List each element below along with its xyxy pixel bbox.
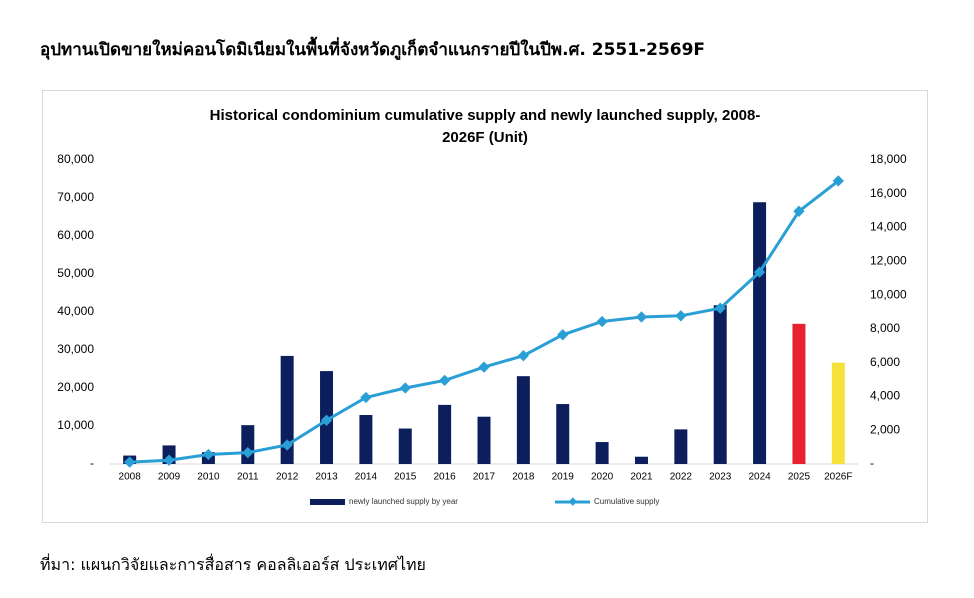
y2-tick-label: 12,000 — [870, 254, 907, 268]
x-tick-label: 2021 — [630, 472, 653, 483]
line-marker — [517, 350, 530, 362]
legend-label: newly launched supply by year — [349, 497, 458, 506]
y2-tick-label: 14,000 — [870, 220, 907, 234]
y-tick-label: - — [90, 456, 94, 470]
y2-tick-label: - — [870, 456, 874, 470]
x-tick-label: 2023 — [709, 472, 732, 483]
bar — [595, 442, 609, 464]
bar — [753, 202, 767, 464]
chart-title: Historical condominium cumulative supply… — [210, 107, 761, 124]
bar — [831, 362, 845, 464]
bar — [792, 323, 806, 464]
x-tick-label: 2026F — [824, 472, 852, 483]
line-marker — [557, 329, 569, 341]
bar — [634, 456, 648, 464]
y-tick-label: 70,000 — [57, 190, 94, 204]
line-marker — [793, 205, 805, 217]
y2-tick-label: 18,000 — [870, 152, 907, 166]
chart: Historical condominium cumulative supply… — [42, 90, 928, 523]
y2-tick-label: 4,000 — [870, 389, 900, 403]
x-tick-label: 2015 — [394, 472, 417, 483]
x-tick-label: 2012 — [276, 472, 299, 483]
y-tick-label: 30,000 — [57, 342, 94, 356]
y2-tick-label: 8,000 — [870, 321, 900, 335]
y-tick-label: 60,000 — [57, 228, 94, 242]
x-tick-label: 2024 — [748, 472, 771, 483]
line-marker — [596, 315, 608, 328]
x-tick-label: 2020 — [591, 472, 614, 483]
line-marker — [714, 302, 726, 314]
line-marker — [320, 414, 333, 426]
bar — [516, 376, 530, 464]
x-tick-label: 2013 — [315, 472, 338, 483]
legend-swatch — [568, 497, 578, 506]
y2-tick-label: 6,000 — [870, 355, 900, 369]
line-marker — [202, 448, 215, 461]
bar — [713, 305, 727, 464]
x-tick-label: 2019 — [552, 472, 575, 483]
x-tick-label: 2008 — [119, 472, 142, 483]
x-tick-label: 2014 — [355, 472, 378, 483]
y-tick-label: 20,000 — [57, 380, 94, 394]
line-marker — [478, 361, 490, 373]
y-tick-label: 50,000 — [57, 266, 94, 280]
x-tick-label: 2018 — [512, 472, 535, 483]
bar — [398, 428, 412, 464]
x-tick-label: 2017 — [473, 472, 496, 483]
legend-label: Cumulative supply — [594, 497, 659, 506]
y2-tick-label: 2,000 — [870, 422, 900, 436]
line-marker — [242, 446, 254, 459]
y-tick-label: 80,000 — [57, 152, 94, 166]
x-tick-label: 2016 — [434, 472, 457, 483]
bar — [438, 404, 452, 464]
line-marker — [399, 382, 411, 394]
bar — [359, 415, 373, 464]
y-tick-label: 10,000 — [57, 418, 94, 432]
source-note: ที่มา: แผนกวิจัยและการสื่อสาร คอลลิเออร์… — [40, 555, 426, 574]
y-tick-label: 40,000 — [57, 304, 94, 318]
x-tick-label: 2025 — [788, 472, 811, 483]
y2-tick-label: 10,000 — [870, 287, 907, 301]
chart-title: 2026F (Unit) — [442, 129, 528, 146]
x-tick-label: 2009 — [158, 472, 181, 483]
line-marker — [360, 391, 372, 404]
y2-tick-label: 16,000 — [870, 186, 907, 200]
legend-swatch — [310, 499, 345, 505]
bar — [280, 355, 294, 464]
bar — [477, 416, 491, 464]
line-marker — [832, 175, 844, 187]
page-heading: อุปทานเปิดขายใหม่คอนโดมิเนียมในพื้นที่จั… — [40, 40, 706, 60]
bar — [674, 429, 688, 464]
bar — [556, 404, 570, 464]
line-marker — [753, 266, 766, 278]
x-tick-label: 2011 — [237, 472, 259, 483]
line-marker — [675, 310, 687, 322]
x-tick-label: 2022 — [670, 472, 693, 483]
line-marker — [438, 374, 451, 387]
line-marker — [163, 454, 175, 466]
line-marker — [635, 311, 648, 323]
x-tick-label: 2010 — [197, 472, 220, 483]
line-marker — [281, 439, 293, 451]
